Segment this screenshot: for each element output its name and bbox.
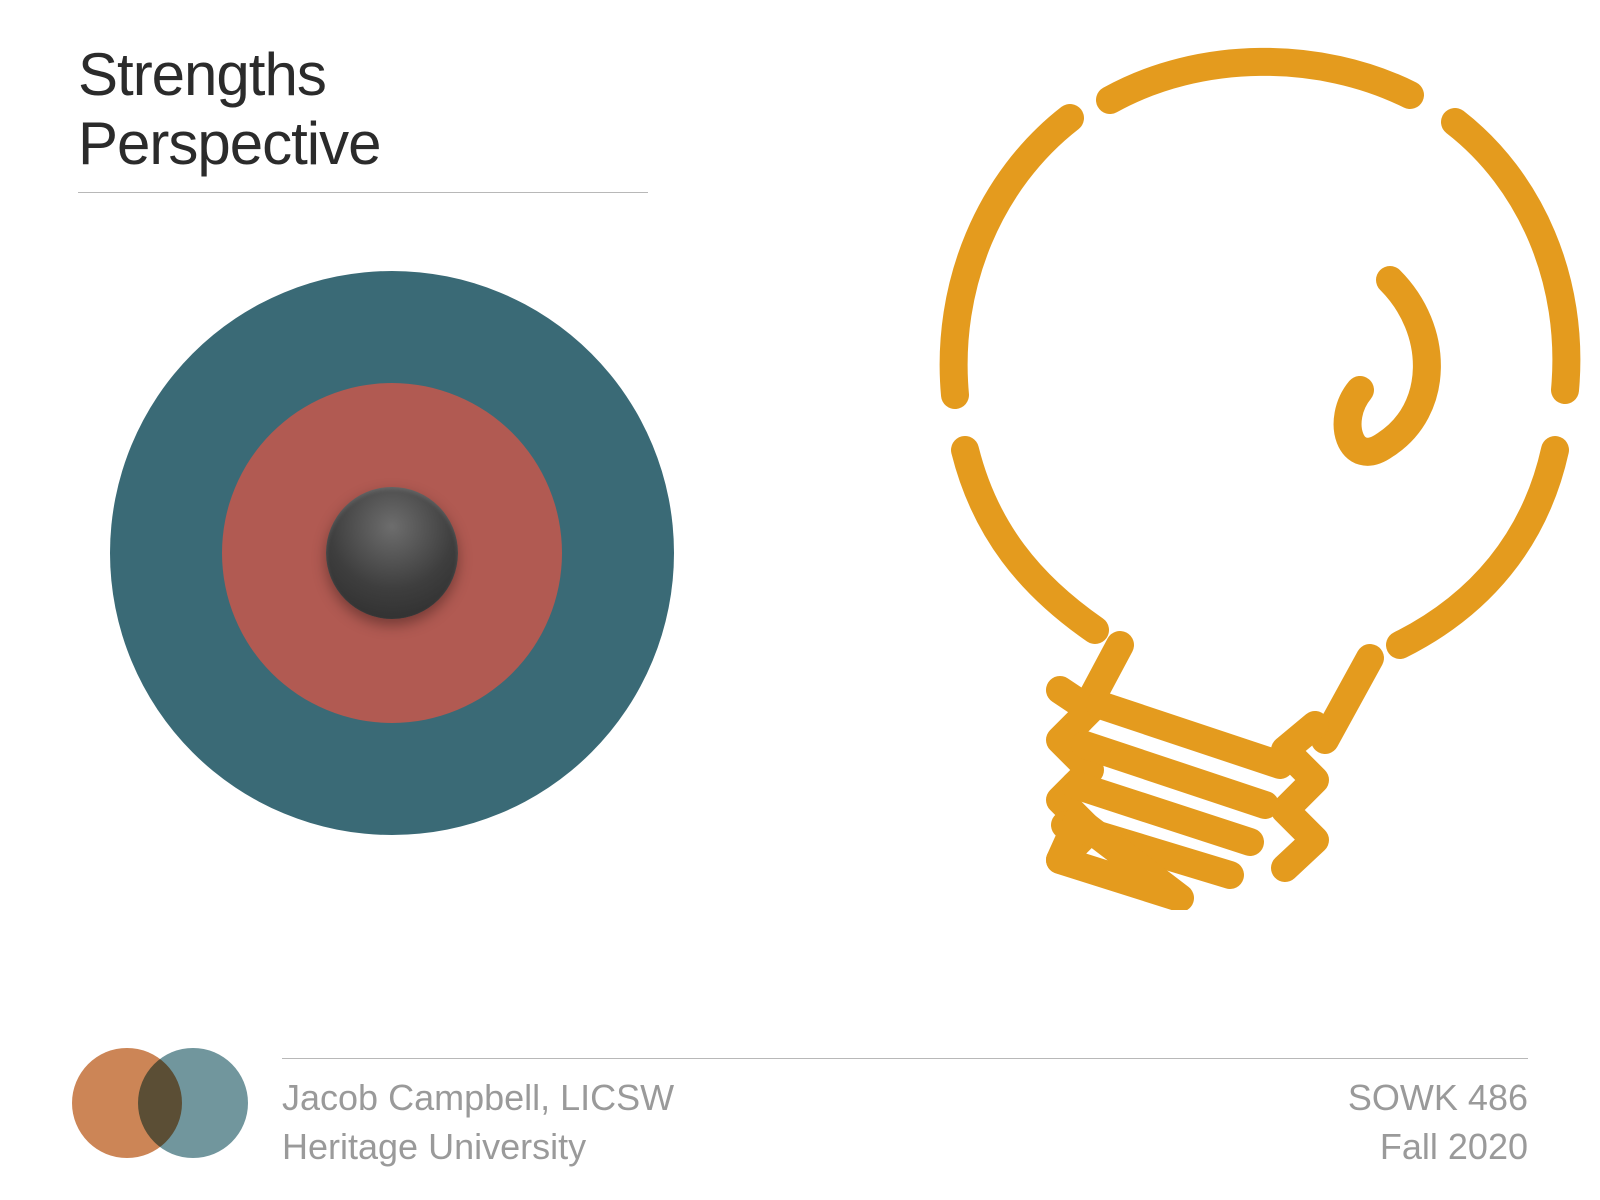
footer-left: Jacob Campbell, LICSW Heritage Universit… xyxy=(282,1074,674,1171)
slide: Strengths Perspective xyxy=(0,0,1600,1200)
footer-author: Jacob Campbell, LICSW xyxy=(282,1074,674,1123)
venn-logo xyxy=(72,1048,248,1158)
footer-institution: Heritage University xyxy=(282,1123,674,1172)
lightbulb-icon xyxy=(760,30,1600,910)
target-bullseye xyxy=(326,487,458,619)
footer-course: SOWK 486 xyxy=(1348,1074,1528,1123)
target-graphic xyxy=(110,271,674,835)
title-line-2: Perspective xyxy=(78,109,380,178)
footer-term: Fall 2020 xyxy=(1348,1123,1528,1172)
footer-right: SOWK 486 Fall 2020 xyxy=(1348,1074,1528,1171)
title-line-1: Strengths xyxy=(78,40,380,109)
title-divider xyxy=(78,192,648,193)
slide-title: Strengths Perspective xyxy=(78,40,380,178)
lightbulb-svg-group xyxy=(954,62,1567,898)
footer-divider xyxy=(282,1058,1528,1059)
venn-circle-b xyxy=(138,1048,248,1158)
